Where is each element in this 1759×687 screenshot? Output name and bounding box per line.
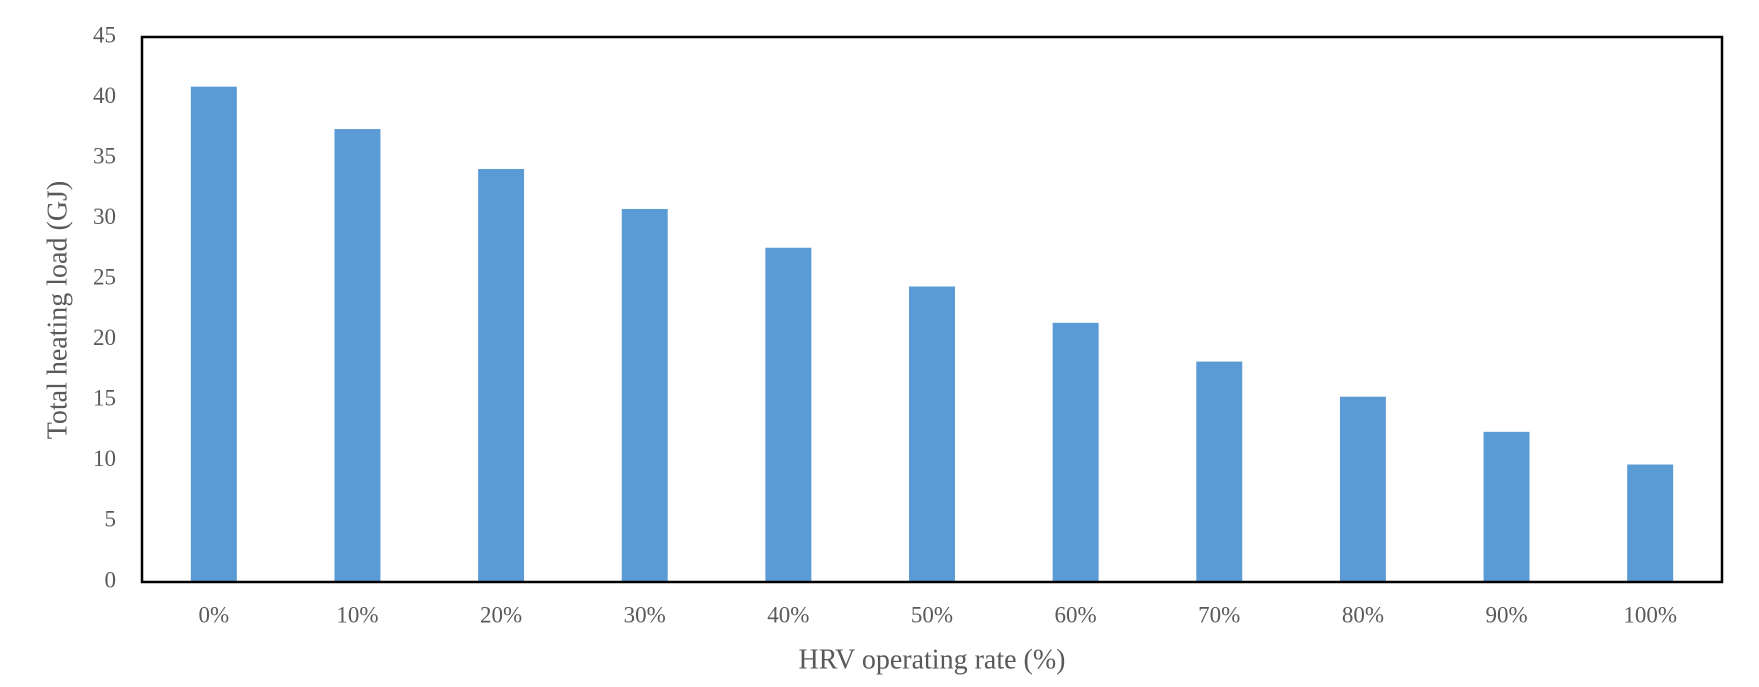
y-tick-label: 35 [93,143,116,168]
x-tick-label: 70% [1198,602,1240,627]
x-tick-label: 100% [1623,602,1677,627]
bar [1483,431,1530,582]
bar [478,169,525,582]
x-tick-label: 0% [198,602,229,627]
x-tick-label: 60% [1055,602,1097,627]
y-tick-label: 15 [93,386,116,411]
bar [1627,464,1674,582]
bar [1339,396,1386,582]
x-tick-label: 90% [1485,602,1527,627]
bar [1196,361,1243,582]
x-tick-label: 20% [480,602,522,627]
y-tick-label: 20 [93,325,116,350]
y-tick-label: 30 [93,204,116,229]
y-tick-label: 10 [93,446,116,471]
plot-frame [140,35,1724,584]
x-tick-label: 40% [767,602,809,627]
bar [909,286,955,582]
y-tick-label: 45 [93,22,116,47]
bar [765,247,812,582]
x-tick-label: 80% [1342,602,1384,627]
bar [190,86,237,583]
y-axis-title: Total heating load (GJ) [42,181,73,440]
bar [334,129,381,583]
x-tick-label: 10% [336,602,378,627]
bar [621,208,668,582]
x-tick-label: 30% [624,602,666,627]
y-tick-label: 5 [105,507,117,532]
y-tick-label: 40 [93,83,116,108]
x-axis-title: HRV operating rate (%) [798,644,1065,675]
x-tick-label: 50% [911,602,953,627]
bar [1052,322,1099,582]
y-tick-label: 25 [93,265,116,290]
y-tick-label: 0 [105,567,117,592]
